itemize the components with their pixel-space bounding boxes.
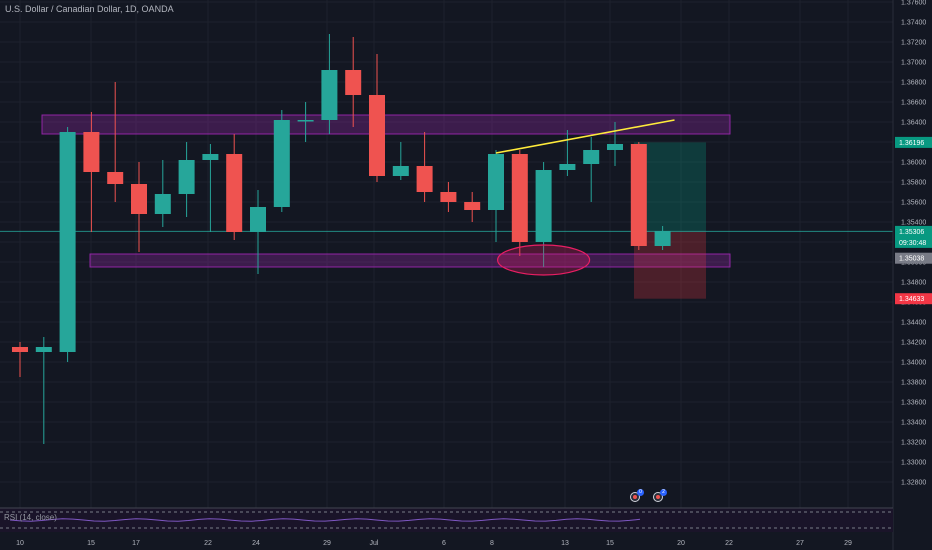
time-tick-label: 8	[490, 540, 494, 547]
price-tick-label: 1.36600	[901, 100, 926, 107]
candle-body	[583, 150, 600, 164]
flag-dot	[633, 495, 637, 499]
event-badge: 2	[660, 489, 667, 496]
candle-body	[250, 207, 266, 232]
price-tick-label: 1.36800	[901, 80, 926, 87]
price-tag-label: 1.34633	[899, 296, 924, 303]
candle-body	[535, 170, 552, 242]
grid-lines	[0, 0, 893, 532]
candle-body	[226, 154, 243, 232]
candle-body	[392, 166, 409, 176]
candle-body	[464, 202, 481, 210]
price-tag	[895, 136, 932, 148]
price-tick-label: 1.33400	[901, 420, 926, 427]
event-flag-icon[interactable]: 2	[653, 489, 667, 502]
candle-body	[202, 154, 219, 160]
candle-body	[607, 144, 623, 150]
time-tick-label: 29	[323, 540, 331, 547]
rsi-line	[9, 518, 641, 522]
time-tick-label: 27	[796, 540, 804, 547]
candle-body	[321, 70, 338, 120]
candle-body	[630, 144, 647, 246]
price-tick-label: 1.37400	[901, 20, 926, 27]
time-tick-label: 17	[132, 540, 140, 547]
time-tick-label: 15	[606, 540, 614, 547]
price-tag-label: 1.35306	[899, 229, 924, 236]
price-tag-label: 1.36196	[899, 140, 924, 147]
price-tick-label: 1.37000	[901, 60, 926, 67]
candle-body	[83, 132, 100, 172]
time-tick-label: 10	[16, 540, 24, 547]
candle-body	[273, 120, 290, 207]
ellipse-highlight	[496, 244, 591, 276]
price-tick-label: 1.36000	[901, 160, 926, 167]
candle-body	[59, 132, 76, 352]
price-tick-label: 1.33200	[901, 440, 926, 447]
candle-body	[154, 194, 171, 214]
time-tick-label: Jul	[370, 540, 379, 547]
time-tick-label: 22	[204, 540, 212, 547]
candle-body	[654, 231, 671, 246]
price-tag	[895, 252, 932, 264]
candle-body	[416, 166, 433, 192]
price-tick-label: 1.37200	[901, 40, 926, 47]
flag-dot	[656, 495, 660, 499]
candle-body	[511, 154, 528, 242]
price-tag-label: 1.35038	[899, 256, 924, 263]
event-flag-icon[interactable]: 0	[630, 489, 644, 502]
price-axis: 1.37600 1.37400 1.37200 1.37000 1.36800 1.366…	[892, 0, 932, 550]
countdown-label: 09:30:48	[899, 240, 926, 247]
trendline	[495, 119, 675, 154]
price-tick-label: 1.36400	[901, 120, 926, 127]
time-tick-label: 22	[725, 540, 733, 547]
rsi-label[interactable]: RSI (14, close)	[4, 513, 57, 522]
candle-body	[12, 347, 28, 352]
candle-body	[297, 120, 314, 122]
candle-body	[345, 70, 362, 95]
time-tick-label: 29	[844, 540, 852, 547]
candle-body	[131, 184, 147, 214]
price-tick-label: 1.35400	[901, 220, 926, 227]
price-tick-label: 1.34000	[901, 360, 926, 367]
time-tick-label: 13	[561, 540, 569, 547]
candle-body	[440, 192, 457, 202]
candle-body	[488, 154, 504, 210]
candle-body	[178, 160, 195, 194]
price-tick-label: 1.34200	[901, 340, 926, 347]
candles-layer	[12, 34, 671, 444]
price-tick-label: 1.34800	[901, 280, 926, 287]
price-tick-label: 1.33600	[901, 400, 926, 407]
resistance-zone-box	[41, 114, 731, 135]
candle-body	[35, 347, 52, 352]
candle-body	[369, 95, 385, 176]
time-tick-label: 15	[87, 540, 95, 547]
support-zone-box	[89, 253, 731, 268]
price-tick-label: 1.33000	[901, 460, 926, 467]
rsi-pane	[0, 507, 893, 532]
time-axis: 10 15 17 22 24 29 Jul 6 8 13 15 20 22 27 29	[16, 540, 852, 547]
candle-body	[559, 164, 576, 170]
price-tick-label: 1.32800	[901, 480, 926, 487]
symbol-title[interactable]: U.S. Dollar / Canadian Dollar, 1D, OANDA	[5, 4, 174, 14]
price-tick-label: 1.37600	[901, 0, 926, 7]
event-badge: 0	[637, 489, 644, 496]
price-tick-label: 1.35800	[901, 180, 926, 187]
price-tick-label: 1.35600	[901, 200, 926, 207]
price-tick-label: 1.33800	[901, 380, 926, 387]
price-tag	[895, 225, 932, 248]
time-tick-label: 6	[442, 540, 446, 547]
time-tick-label: 24	[252, 540, 260, 547]
candle-body	[107, 172, 124, 184]
drawing-layer	[495, 119, 675, 276]
time-tick-label: 20	[677, 540, 685, 547]
price-tick-label: 1.34400	[901, 320, 926, 327]
price-tag	[895, 293, 932, 305]
